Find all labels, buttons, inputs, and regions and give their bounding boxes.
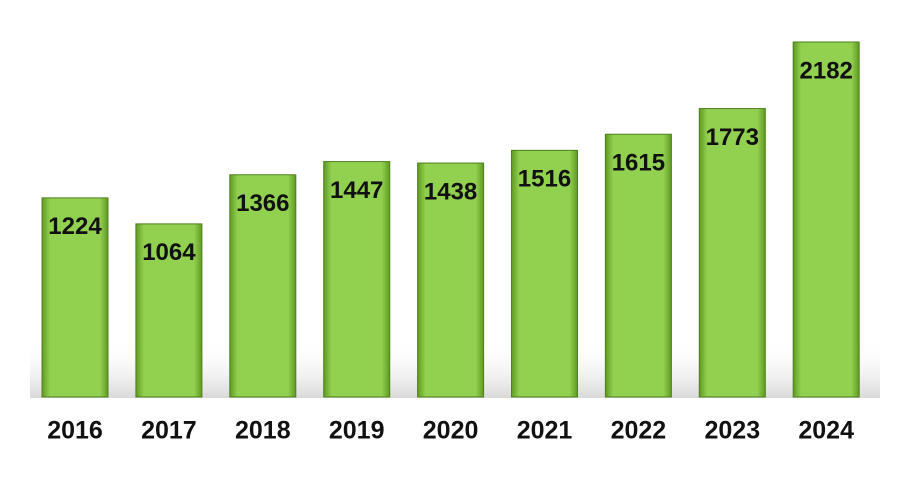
bar	[323, 161, 391, 398]
value-label: 1615	[612, 150, 665, 177]
bar	[417, 162, 485, 398]
x-tick-label: 2021	[517, 417, 573, 445]
value-label: 1447	[330, 177, 383, 204]
x-tick-label: 2024	[798, 417, 854, 445]
x-tick-label: 2020	[423, 417, 479, 445]
x-tick-label: 2016	[47, 417, 103, 445]
x-tick-label: 2018	[235, 417, 291, 445]
value-label: 2182	[800, 57, 853, 84]
value-label: 1366	[236, 190, 289, 217]
value-label: 1516	[518, 166, 571, 193]
x-tick-label: 2023	[704, 417, 760, 445]
value-label: 1438	[424, 178, 477, 205]
bar	[41, 197, 109, 398]
value-label: 1773	[706, 124, 759, 151]
bar	[792, 41, 860, 398]
value-label: 1064	[142, 239, 196, 266]
x-tick-label: 2017	[141, 417, 197, 445]
bar	[229, 174, 297, 398]
bar	[511, 149, 578, 398]
x-tick-label: 2019	[329, 417, 385, 445]
bar	[135, 223, 203, 398]
value-label: 1224	[48, 213, 102, 240]
bar	[698, 108, 766, 398]
bar	[604, 133, 672, 398]
x-tick-label: 2022	[611, 417, 667, 445]
